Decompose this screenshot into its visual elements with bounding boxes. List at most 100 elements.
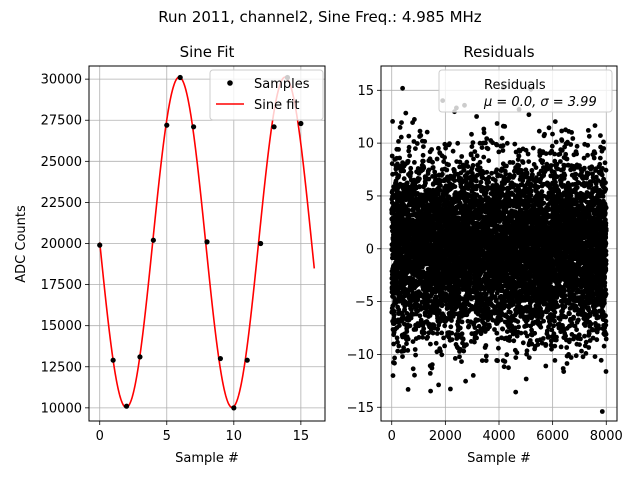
sample-point bbox=[164, 122, 170, 128]
residual-point bbox=[516, 163, 522, 169]
residual-point bbox=[395, 339, 400, 345]
residual-point bbox=[442, 323, 448, 329]
residual-point bbox=[405, 348, 411, 353]
residual-point bbox=[396, 147, 401, 152]
residual-point bbox=[408, 170, 414, 176]
residual-point bbox=[463, 305, 468, 311]
residual-point bbox=[499, 135, 505, 141]
residual-point bbox=[420, 152, 426, 158]
residual-point bbox=[412, 347, 418, 352]
residual-point bbox=[446, 162, 451, 168]
residual-point bbox=[442, 155, 447, 160]
residual-point bbox=[472, 149, 478, 155]
residual-point bbox=[474, 172, 480, 178]
sine-fit-x-ticks: 0 5 10 15 bbox=[96, 421, 309, 444]
residual-point bbox=[421, 326, 427, 332]
sample-point bbox=[177, 74, 183, 81]
residual-point bbox=[483, 353, 489, 359]
residual-point bbox=[408, 315, 414, 321]
residual-point bbox=[447, 141, 452, 147]
residual-point bbox=[439, 352, 445, 358]
residual-point bbox=[437, 187, 443, 193]
residual-point bbox=[428, 341, 433, 347]
residual-point bbox=[404, 329, 410, 334]
residual-point bbox=[520, 160, 526, 165]
residual-point bbox=[397, 323, 402, 328]
residual-point bbox=[420, 158, 426, 164]
residual-point bbox=[410, 366, 416, 372]
residual-point bbox=[459, 331, 465, 337]
residual-point bbox=[483, 140, 488, 146]
residual-point bbox=[516, 324, 521, 330]
residual-point bbox=[434, 156, 440, 162]
residual-point bbox=[420, 334, 425, 340]
residual-point bbox=[470, 140, 476, 146]
residual-point bbox=[430, 159, 435, 165]
residual-point bbox=[434, 294, 439, 300]
x-tick-label: 5 bbox=[163, 429, 171, 444]
residual-point bbox=[410, 290, 416, 296]
residual-point bbox=[400, 85, 405, 91]
residual-point bbox=[427, 371, 433, 376]
residual-point bbox=[519, 168, 524, 173]
residual-point bbox=[404, 341, 409, 347]
sample-point bbox=[258, 240, 264, 247]
residual-point bbox=[452, 178, 458, 183]
residual-point bbox=[504, 163, 509, 169]
residual-point bbox=[417, 184, 422, 190]
residual-point bbox=[414, 141, 420, 146]
residual-point bbox=[395, 161, 400, 167]
residual-point bbox=[459, 319, 465, 325]
residual-point bbox=[429, 365, 435, 371]
residual-point bbox=[506, 365, 511, 371]
sine-fit-y-ticks: 1000012500150001750020000225002500027500… bbox=[41, 73, 89, 416]
sine-fit-samples bbox=[97, 74, 304, 411]
residual-point bbox=[472, 325, 478, 330]
residual-point bbox=[494, 167, 500, 173]
residual-point bbox=[475, 317, 481, 323]
residual-point bbox=[459, 359, 464, 364]
residual-point bbox=[464, 159, 470, 165]
residual-point bbox=[397, 155, 402, 161]
residual-point bbox=[456, 290, 462, 295]
residual-point bbox=[406, 148, 412, 154]
residual-point bbox=[421, 144, 426, 150]
residual-point bbox=[435, 326, 441, 332]
residual-point bbox=[452, 169, 457, 175]
residual-point bbox=[452, 184, 458, 190]
residual-point bbox=[485, 146, 491, 152]
residual-point bbox=[459, 154, 465, 159]
residual-point bbox=[457, 325, 463, 331]
residual-point bbox=[503, 171, 509, 177]
residual-point bbox=[493, 178, 498, 183]
residual-point bbox=[408, 165, 414, 171]
residual-point bbox=[413, 146, 418, 152]
residual-point bbox=[456, 286, 462, 292]
residual-point bbox=[452, 356, 458, 361]
sine-fit-xlabel: Sample # bbox=[175, 451, 239, 466]
residual-point bbox=[483, 343, 489, 348]
figure-title: Run 2011, channel2, Sine Freq.: 4.985 MH… bbox=[158, 8, 482, 26]
residual-point bbox=[511, 173, 517, 179]
residual-point bbox=[423, 180, 428, 186]
residuals-points bbox=[389, 85, 609, 414]
residual-point bbox=[413, 352, 418, 358]
residual-point bbox=[495, 358, 500, 364]
residual-point bbox=[416, 335, 422, 340]
residual-point bbox=[405, 158, 411, 164]
residual-point bbox=[424, 129, 430, 135]
residual-point bbox=[496, 345, 501, 351]
residual-point bbox=[395, 348, 401, 354]
y-tick-label: 20000 bbox=[41, 237, 82, 252]
residual-point bbox=[474, 153, 480, 159]
residual-point bbox=[481, 130, 487, 136]
residual-point bbox=[400, 354, 405, 359]
residual-point bbox=[436, 145, 441, 151]
residual-point bbox=[390, 119, 395, 124]
residual-point bbox=[401, 348, 407, 353]
residual-point bbox=[396, 139, 401, 144]
residual-point bbox=[442, 343, 447, 349]
residual-point bbox=[412, 160, 417, 165]
residual-point bbox=[422, 330, 427, 336]
